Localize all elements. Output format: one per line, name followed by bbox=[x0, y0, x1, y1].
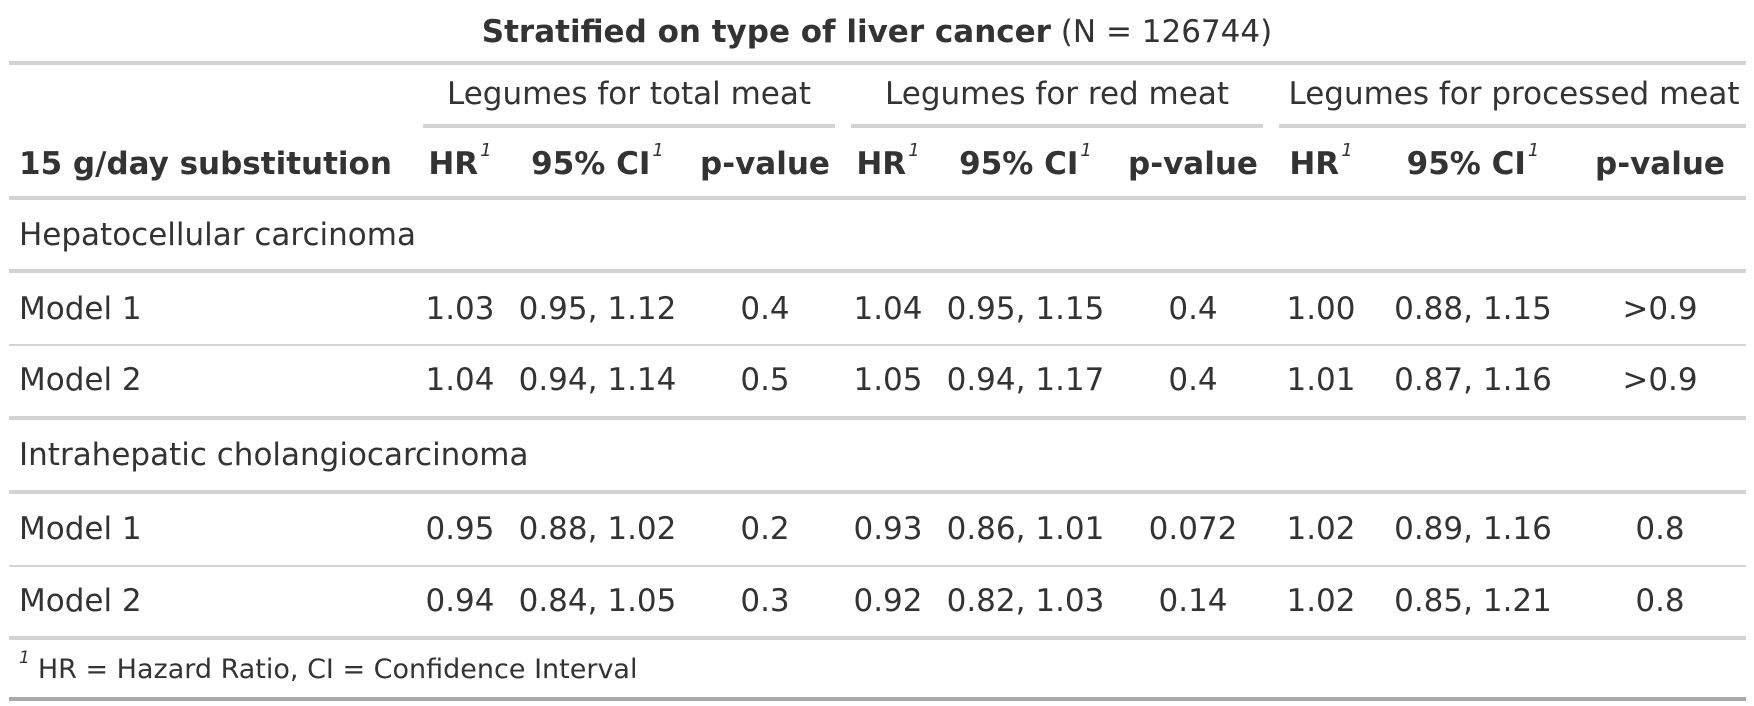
header-bottom-rule bbox=[9, 196, 1746, 200]
table-cell: 0.95 bbox=[425, 511, 495, 547]
table-footnote: 1 HR = Hazard Ratio, CI = Confidence Inte… bbox=[19, 648, 638, 685]
row-label: Model 1 bbox=[19, 291, 142, 327]
spanner-rule-total-meat bbox=[423, 124, 835, 128]
top-rule bbox=[9, 61, 1746, 65]
row-label: Model 1 bbox=[19, 511, 142, 547]
table-cell: 0.94 bbox=[425, 583, 495, 619]
group-label-hepatocellular: Hepatocellular carcinoma bbox=[19, 217, 416, 253]
table-cell: 0.88, 1.15 bbox=[1394, 291, 1552, 327]
table-cell: 1.04 bbox=[425, 362, 495, 398]
spanner-red-meat: Legumes for red meat bbox=[885, 76, 1229, 112]
column-header-p-processed: p-value bbox=[1595, 146, 1725, 182]
table-cell: 1.03 bbox=[425, 291, 495, 327]
table-cell: 1.05 bbox=[853, 362, 923, 398]
spanner-rule-red-meat bbox=[851, 124, 1263, 128]
group-rule bbox=[9, 490, 1746, 494]
table-cell: 0.8 bbox=[1635, 511, 1685, 547]
table-bottom-rule bbox=[9, 697, 1746, 701]
table-cell: 0.072 bbox=[1148, 511, 1238, 547]
table-cell: 1.01 bbox=[1286, 362, 1356, 398]
table-cell: 0.86, 1.01 bbox=[946, 511, 1105, 547]
table-cell: 0.95, 1.12 bbox=[518, 291, 677, 327]
table-cell: 0.92 bbox=[853, 583, 923, 619]
table-cell: 1.00 bbox=[1286, 291, 1356, 327]
column-header-ci-processed: 95% CI 1 bbox=[1406, 140, 1540, 182]
spanner-rule-processed-meat bbox=[1279, 124, 1746, 128]
table-cell: 0.94, 1.14 bbox=[518, 362, 677, 398]
table-cell: 0.14 bbox=[1158, 583, 1228, 619]
table-cell: 0.88, 1.02 bbox=[518, 511, 677, 547]
row-rule bbox=[9, 344, 1746, 346]
spanner-total-meat: Legumes for total meat bbox=[446, 76, 812, 112]
row-label: Model 2 bbox=[19, 362, 142, 398]
column-header-label: 15 g/day substitution bbox=[19, 146, 392, 182]
footnote-mark: 1 bbox=[19, 648, 30, 668]
table-title-n: (N = 126744) bbox=[1050, 14, 1273, 50]
table-cell: 0.2 bbox=[740, 511, 790, 547]
footnote-text: HR = Hazard Ratio, CI = Confidence Inter… bbox=[37, 654, 638, 685]
group-label-cholangiocarcinoma: Intrahepatic cholangiocarcinoma bbox=[19, 437, 529, 473]
table-cell: 0.93 bbox=[853, 511, 923, 547]
table-cell: 0.95, 1.15 bbox=[946, 291, 1105, 327]
column-header-hr-red: HR 1 bbox=[856, 140, 920, 182]
group-rule bbox=[9, 416, 1746, 420]
table-cell: 0.87, 1.16 bbox=[1394, 362, 1552, 398]
column-header-hr-processed: HR 1 bbox=[1289, 140, 1353, 182]
row-label: Model 2 bbox=[19, 583, 142, 619]
spanner-processed-meat: Legumes for processed meat bbox=[1288, 76, 1740, 112]
column-header-ci-red: 95% CI 1 bbox=[959, 140, 1092, 182]
table-cell: >0.9 bbox=[1622, 291, 1698, 327]
table-title-bold: Stratified on type of liver cancer bbox=[481, 14, 1051, 50]
table-cell: >0.9 bbox=[1622, 362, 1698, 398]
table-cell: 0.4 bbox=[1168, 362, 1218, 398]
table-cell: 0.4 bbox=[740, 291, 790, 327]
table-cell: 0.85, 1.21 bbox=[1394, 583, 1552, 619]
table-cell: 0.5 bbox=[740, 362, 790, 398]
table-cell: 0.3 bbox=[740, 583, 790, 619]
table-cell: 0.89, 1.16 bbox=[1394, 511, 1552, 547]
table-cell: 0.84, 1.05 bbox=[518, 583, 677, 619]
row-rule bbox=[9, 565, 1746, 567]
table-cell: 0.4 bbox=[1168, 291, 1218, 327]
column-header-ci-total: 95% CI 1 bbox=[531, 140, 664, 182]
table-cell: 0.94, 1.17 bbox=[946, 362, 1105, 398]
table-cell: 0.8 bbox=[1635, 583, 1685, 619]
column-header-p-total: p-value bbox=[700, 146, 830, 182]
table-cell: 1.02 bbox=[1286, 511, 1356, 547]
table-cell: 1.04 bbox=[853, 291, 923, 327]
column-header-hr-total: HR 1 bbox=[428, 140, 492, 182]
group-rule bbox=[9, 269, 1746, 273]
table-cell: 1.02 bbox=[1286, 583, 1356, 619]
column-header-p-red: p-value bbox=[1128, 146, 1258, 182]
table-title: Stratified on type of liver cancer (N = … bbox=[0, 14, 1754, 50]
body-bottom-rule bbox=[9, 636, 1746, 640]
table-cell: 0.82, 1.03 bbox=[946, 583, 1105, 619]
